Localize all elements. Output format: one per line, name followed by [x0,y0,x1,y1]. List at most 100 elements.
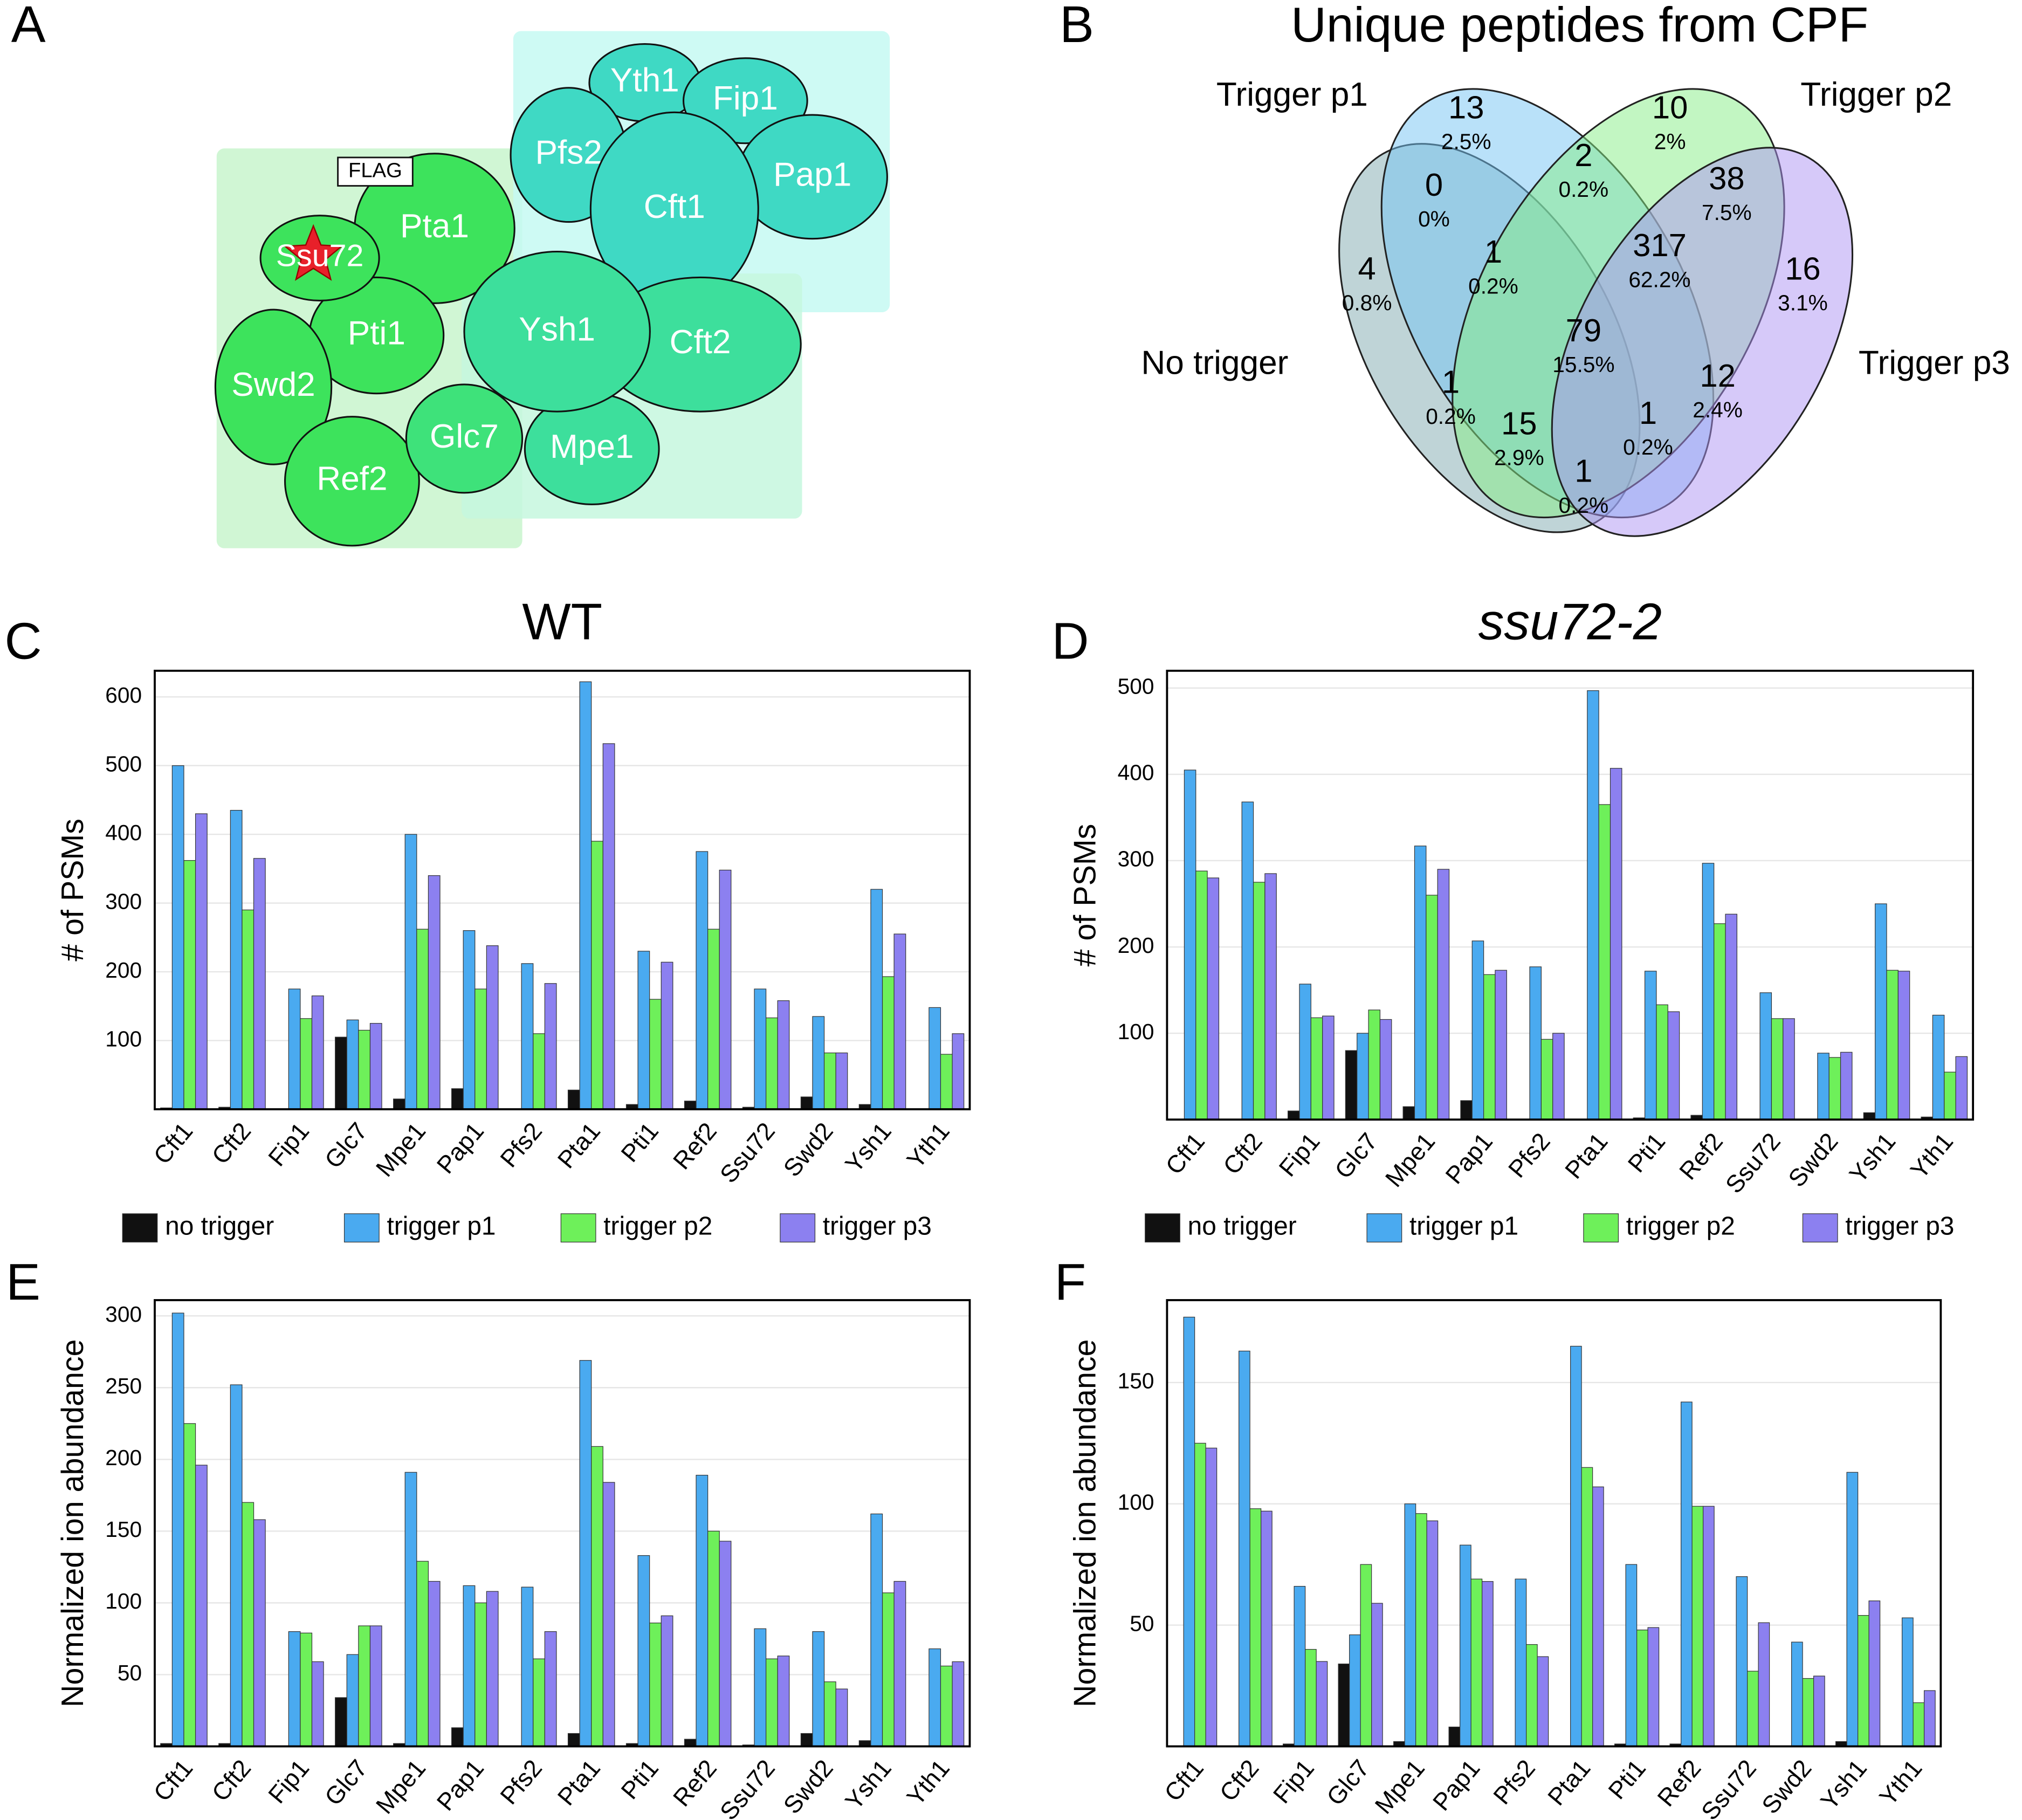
bar [1207,877,1220,1120]
bar [1783,1018,1795,1120]
y-tick-label: 100 [1118,1019,1154,1044]
venn-percent: 0.8% [1342,290,1392,315]
bar [1840,1052,1853,1120]
bar [649,1623,662,1747]
bar [1932,1014,1945,1120]
bar [1322,1015,1335,1120]
legend-label: trigger p1 [1409,1212,1518,1241]
bar [1625,1564,1638,1747]
bar [393,1098,405,1110]
protein-label: Pti1 [348,314,405,352]
bar [1294,1586,1306,1747]
bar [1345,1050,1358,1120]
bar [952,1661,965,1747]
x-tick-label: Mpe1 [1370,1754,1430,1819]
bar [1656,1004,1668,1120]
bar [929,1007,941,1110]
venn-percent: 2.5% [1441,129,1491,154]
bar [1667,1011,1680,1120]
bar [1287,1110,1300,1120]
y-tick-label: 100 [1118,1489,1154,1514]
y-axis-label: # of PSMs [1068,824,1102,967]
plot-frame [154,1299,971,1748]
bar [544,1631,557,1747]
bar [929,1648,941,1747]
y-tick-label: 200 [105,958,142,983]
bar [1540,1039,1553,1120]
bar [812,1016,825,1110]
y-tick-label: 600 [105,683,142,708]
bar [416,929,429,1110]
bar [893,933,906,1110]
x-tick-label: Pap1 [1440,1128,1498,1189]
bar [311,1661,324,1747]
y-tick-label: 50 [1130,1611,1154,1636]
venn-count: 1 [1639,395,1657,431]
bar [1310,1017,1323,1120]
x-tick-label: Pfs2 [495,1754,548,1809]
plot-frame [1166,1299,1942,1748]
venn-count: 2 [1574,137,1592,173]
bar [707,929,720,1110]
bar [766,1658,778,1747]
bar [1471,940,1484,1120]
x-tick-label: Cft2 [1214,1754,1264,1807]
x-tick-label: Ref2 [668,1754,722,1811]
venn-count: 79 [1566,312,1601,348]
bar [661,1615,673,1747]
bar [591,1446,603,1747]
bar [1644,971,1657,1120]
bar [637,951,650,1110]
venn-percent: 2% [1654,129,1686,154]
x-tick-label: Pti1 [1603,1754,1651,1804]
y-tick-label: 500 [105,751,142,776]
venn-count: 1 [1484,233,1502,270]
x-tick-label: Cft1 [148,1754,198,1807]
bar [1570,1345,1582,1747]
bar [754,1628,767,1747]
bar [1913,1702,1925,1747]
legend-label: trigger p2 [603,1212,712,1241]
y-tick-label: 500 [1118,674,1154,699]
bar [253,1519,266,1747]
x-tick-label: Mpe1 [1380,1128,1440,1192]
legend-label: no trigger [1188,1212,1297,1241]
bar [474,988,487,1110]
bar [1680,1402,1693,1747]
bar [1426,1520,1439,1747]
bar [171,1313,184,1747]
x-tick-label: Ssu72 [714,1754,780,1820]
venn-percent: 7.5% [1702,200,1752,225]
y-axis-label: Normalized ion abundance [1068,1339,1102,1707]
bar [952,1033,965,1110]
bar [230,809,243,1110]
flag-label: FLAG [348,159,402,182]
bar [1955,1056,1968,1120]
bar [1647,1627,1660,1747]
bar [300,1018,313,1110]
venn-count: 317 [1633,227,1687,263]
bar [1886,970,1899,1120]
bar [1691,1506,1704,1747]
chart-title: WT [522,593,602,650]
y-tick-label: 250 [105,1373,142,1398]
venn-count: 16 [1785,250,1820,286]
x-tick-label: Glc7 [319,1754,373,1810]
bar [1857,1615,1869,1747]
protein-label: Pfs2 [535,134,602,171]
x-tick-label: Yth1 [1905,1128,1958,1184]
venn-percent: 2.9% [1494,445,1544,470]
venn-count: 13 [1448,89,1484,125]
bar [1470,1578,1483,1747]
protein-label: Yth1 [610,62,679,99]
plot-area [154,670,970,1109]
bar [1868,1601,1881,1747]
bar [521,963,534,1110]
bar [719,1541,732,1747]
bar [1194,1443,1206,1747]
flag-box [337,156,414,187]
venn-count: 10 [1652,89,1688,125]
bar [1261,1510,1273,1747]
bar [882,1592,895,1747]
plot-frame [1166,669,1975,1121]
